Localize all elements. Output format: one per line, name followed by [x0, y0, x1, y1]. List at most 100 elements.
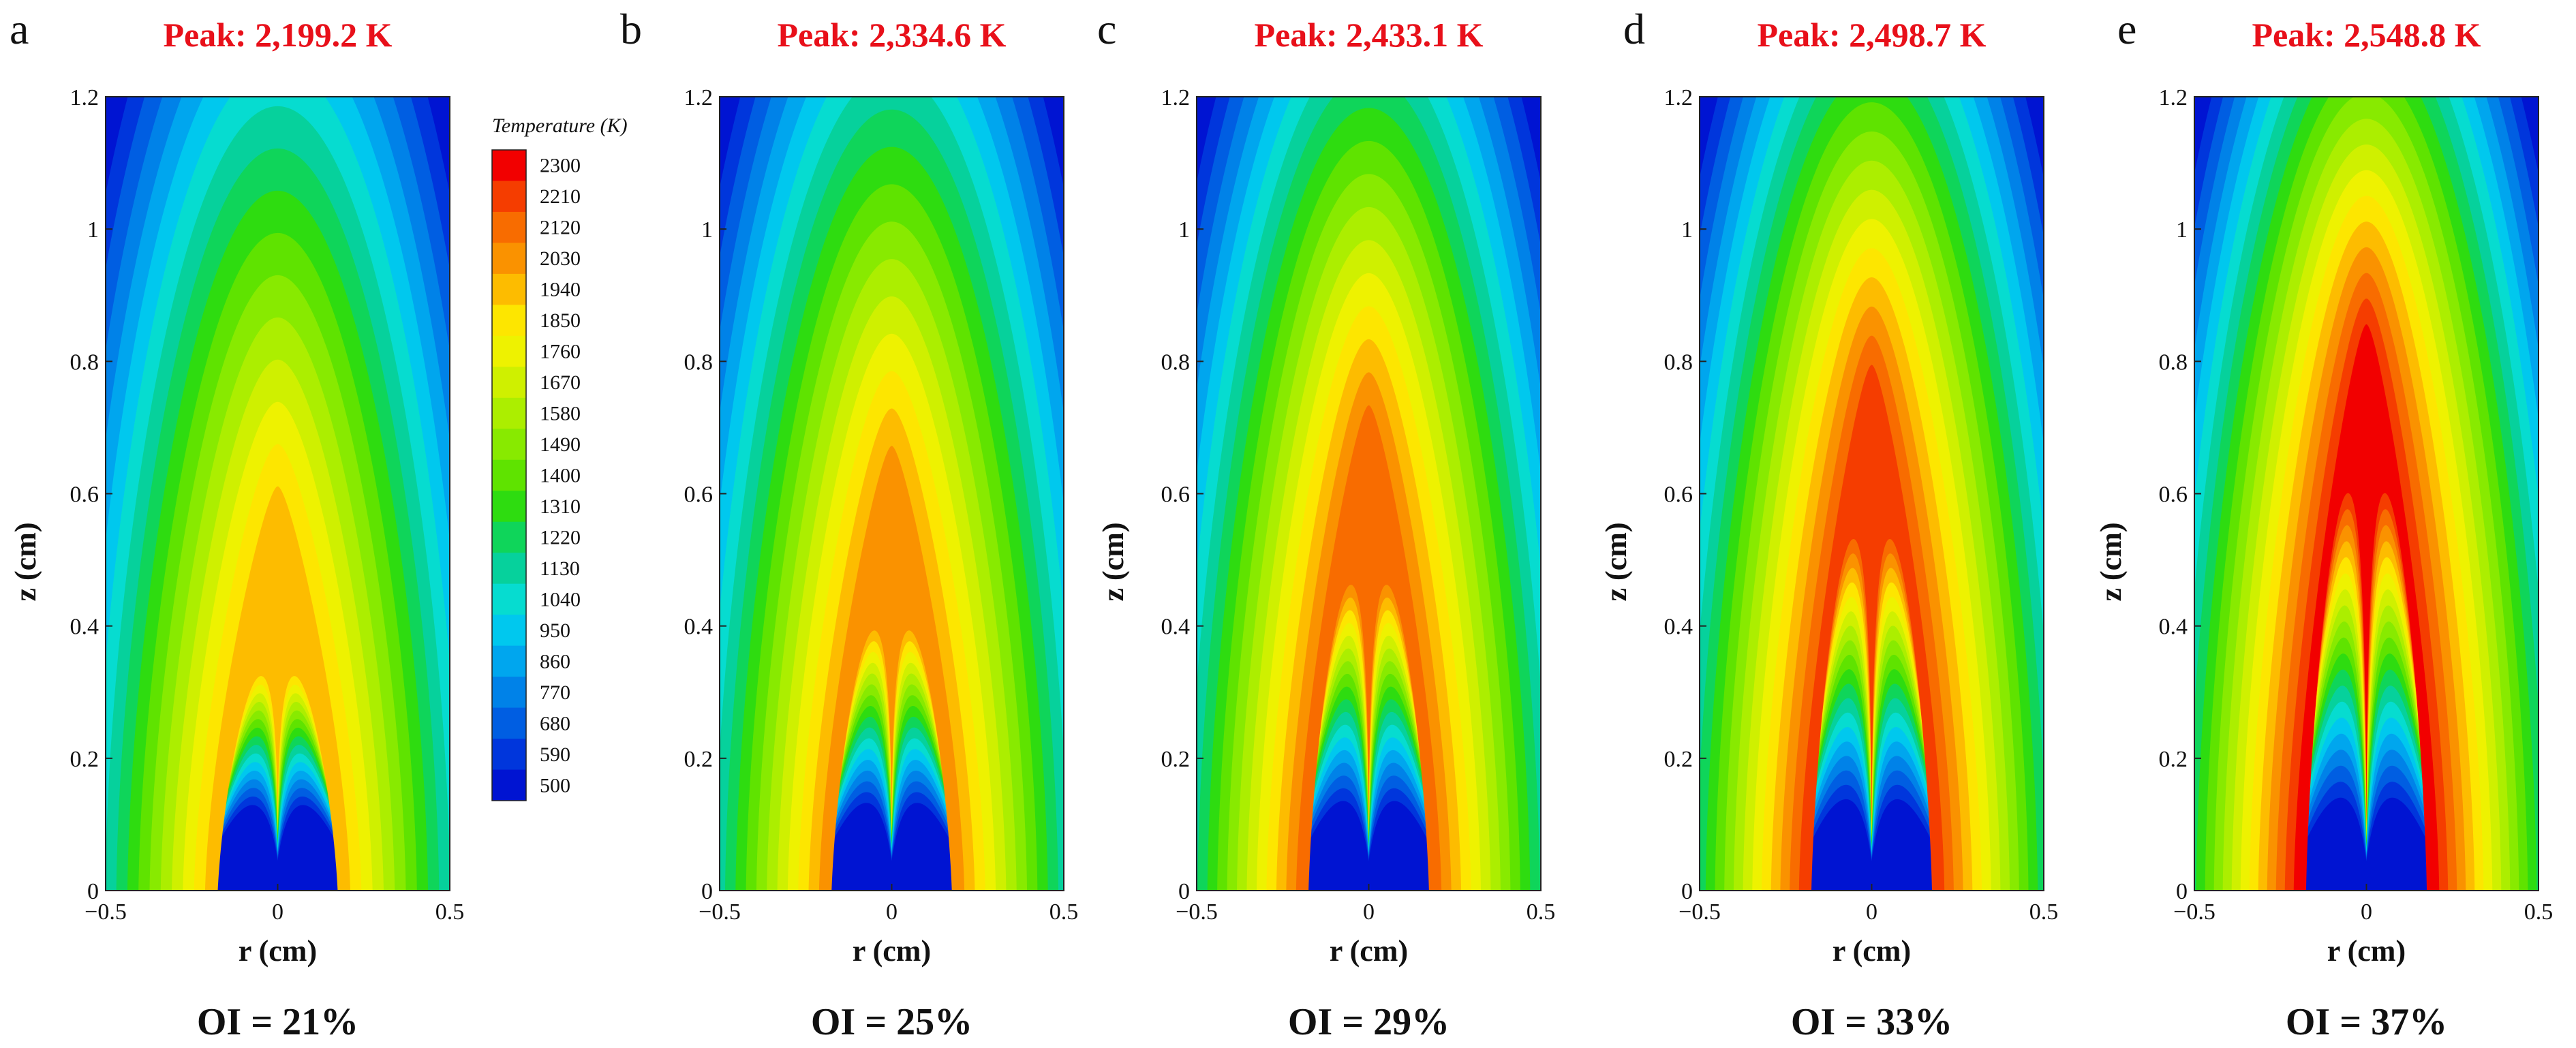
y-tick-label: 0.4 — [1664, 615, 1693, 640]
y-tick-label: 0.6 — [2159, 482, 2188, 508]
y-tick-label: 1.2 — [1664, 85, 1693, 110]
y-tick-label: 0.4 — [1161, 615, 1191, 640]
peak-temperature-label: Peak: 2,334.6 K — [777, 16, 1006, 54]
contour-plot-c — [1197, 97, 1541, 891]
y-axis-label: z (cm) — [9, 522, 42, 601]
y-axis-label: z (cm) — [1097, 522, 1130, 601]
y-tick-label: 0.4 — [2159, 615, 2188, 640]
oxygen-index-label: OI = 37% — [2286, 1001, 2447, 1043]
x-axis-label: r (cm) — [1833, 934, 1911, 968]
contour-band — [1798, 365, 1945, 891]
peak-temperature-label: Peak: 2,433.1 K — [1254, 16, 1483, 54]
contour-plot-a — [106, 97, 450, 891]
colorbar-label: 1220 — [540, 526, 581, 549]
x-tick-label: 0 — [886, 899, 898, 925]
colorbar-label: 1400 — [540, 465, 581, 487]
colorbar-swatch — [492, 645, 526, 677]
colorbar-label: 500 — [540, 774, 570, 797]
peak-temperature-label: Peak: 2,498.7 K — [1757, 16, 1986, 54]
colorbar-label: 1940 — [540, 279, 581, 301]
y-tick-label: 1.2 — [1161, 85, 1191, 110]
contour-band — [2293, 324, 2440, 891]
x-axis-label: r (cm) — [239, 934, 317, 968]
colorbar-swatch — [492, 583, 526, 615]
y-tick-label: 0 — [2176, 879, 2188, 904]
colorbar-frame — [491, 149, 527, 801]
x-tick-label: −0.5 — [2173, 899, 2215, 925]
panel-letter: b — [620, 5, 642, 53]
y-tick-label: 0.4 — [70, 615, 99, 640]
y-tick-label: 0.8 — [1664, 350, 1693, 375]
y-tick-label: 0.4 — [684, 615, 714, 640]
colorbar-label: 1310 — [540, 495, 581, 518]
panel-letter: a — [10, 5, 29, 53]
contour-band — [204, 486, 351, 891]
y-tick-label: 1.2 — [70, 85, 99, 110]
y-tick-label: 0.8 — [70, 350, 99, 375]
panel-letter: d — [1623, 5, 1645, 53]
x-tick-label: −0.5 — [85, 899, 127, 925]
colorbar-swatch — [492, 397, 526, 429]
panel-letter: c — [1097, 5, 1116, 53]
y-tick-label: 0 — [1178, 879, 1190, 904]
colorbar-label: 1850 — [540, 309, 581, 332]
colorbar-swatch — [492, 243, 526, 275]
colorbar-swatch — [492, 521, 526, 553]
contour-band — [818, 446, 965, 891]
y-tick-label: 0 — [701, 879, 713, 904]
oxygen-index-label: OI = 21% — [197, 1001, 358, 1043]
x-tick-label: 0.5 — [2524, 899, 2554, 925]
colorbar-label: 770 — [540, 681, 570, 704]
y-tick-label: 0.6 — [684, 482, 714, 508]
contour-plot-d — [1700, 97, 2044, 891]
colorbar-swatch — [492, 491, 526, 523]
y-tick-label: 0.8 — [684, 350, 714, 375]
colorbar-label: 590 — [540, 743, 570, 766]
colorbar-swatch — [492, 335, 526, 367]
oxygen-index-label: OI = 33% — [1791, 1001, 1952, 1043]
y-tick-label: 1 — [1178, 217, 1190, 243]
y-tick-label: 0.2 — [1161, 747, 1191, 772]
colorbar-label: 860 — [540, 650, 570, 673]
contour-plot-e — [2194, 97, 2539, 891]
colorbar-swatch — [492, 273, 526, 305]
contour-band — [1295, 405, 1442, 891]
x-tick-label: 0.5 — [2029, 899, 2059, 925]
x-tick-label: 0 — [272, 899, 283, 925]
colorbar-swatch — [492, 429, 526, 461]
y-tick-label: 0.6 — [70, 482, 99, 508]
colorbar-swatch — [492, 677, 526, 709]
colorbar-swatch — [492, 553, 526, 585]
colorbar-label: 1580 — [540, 403, 581, 425]
x-tick-label: 0 — [2361, 899, 2372, 925]
y-tick-label: 0.2 — [70, 747, 99, 772]
x-tick-label: −0.5 — [1176, 899, 1218, 925]
y-tick-label: 0.2 — [1664, 747, 1693, 772]
y-tick-label: 0 — [87, 879, 99, 904]
colorbar-swatch — [492, 181, 526, 213]
y-axis-label: z (cm) — [1599, 522, 1633, 601]
x-tick-label: 0.5 — [1527, 899, 1556, 925]
y-tick-label: 0.6 — [1161, 482, 1191, 508]
colorbar-label: 2120 — [540, 217, 581, 239]
colorbar-swatch — [492, 150, 526, 181]
y-tick-label: 0.8 — [2159, 350, 2188, 375]
y-tick-label: 0.2 — [684, 747, 714, 772]
y-tick-label: 1.2 — [684, 85, 714, 110]
colorbar-swatch — [492, 769, 526, 801]
y-tick-label: 1 — [701, 217, 713, 243]
x-axis-label: r (cm) — [853, 934, 931, 968]
peak-temperature-label: Peak: 2,548.8 K — [2252, 16, 2481, 54]
oxygen-index-label: OI = 29% — [1288, 1001, 1450, 1043]
y-tick-label: 0.8 — [1161, 350, 1191, 375]
oxygen-index-label: OI = 25% — [811, 1001, 972, 1043]
colorbar-label: 1040 — [540, 588, 581, 611]
colorbar-swatch — [492, 707, 526, 739]
colorbar-label: 680 — [540, 712, 570, 735]
y-tick-label: 0.2 — [2159, 747, 2188, 772]
colorbar-label: 1760 — [540, 341, 581, 363]
colorbar-label: 1670 — [540, 371, 581, 394]
x-tick-label: −0.5 — [699, 899, 741, 925]
colorbar-label: 950 — [540, 619, 570, 642]
